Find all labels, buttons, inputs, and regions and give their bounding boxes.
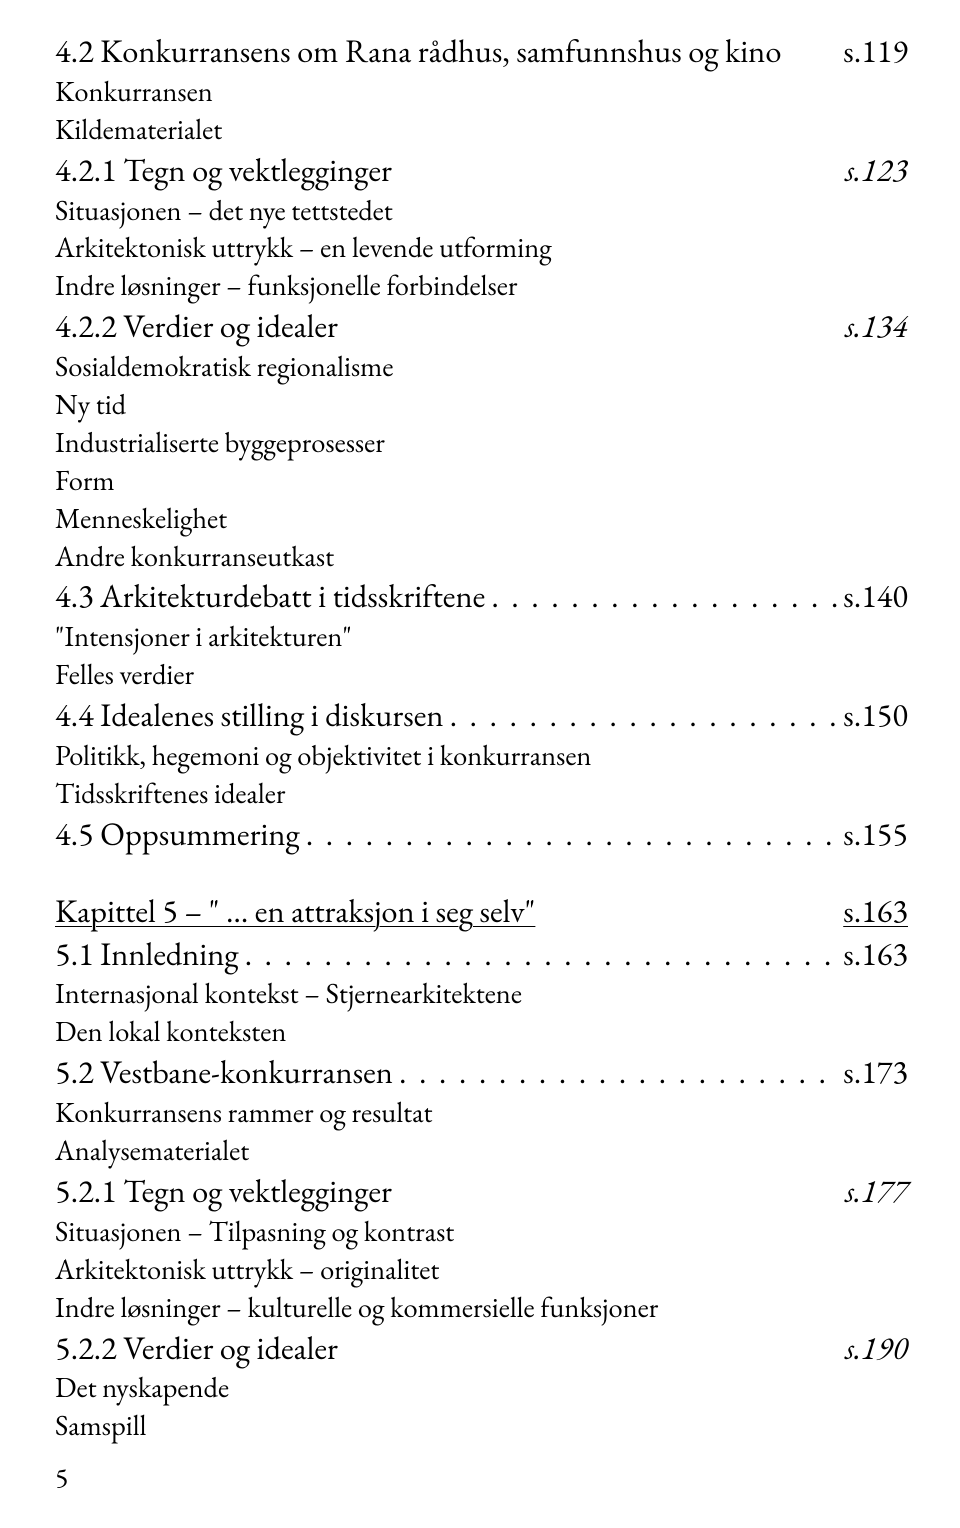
toc-entry-title: 4.5 Oppsummering: [55, 813, 300, 856]
toc-entry-title: 5.2.2 Verdier og idealer: [55, 1327, 825, 1370]
toc-sub-entry: Samspill: [55, 1407, 908, 1445]
toc-content: 4.2 Konkurransens om Rana rådhus, samfun…: [55, 30, 908, 1445]
toc-sub-entry: Andre konkurranseutkast: [55, 538, 908, 576]
toc-section-row: 4.2.1 Tegn og vektlegginger s.123: [55, 149, 908, 192]
toc-entry-title: 5.2 Vestbane-konkurransen: [55, 1051, 393, 1094]
toc-chapter-page: s.163: [843, 890, 908, 933]
toc-dots: . . . . . . . . . . . . . . . . . . . . …: [306, 813, 838, 856]
toc-section-row: 5.2 Vestbane-konkurransen . . . . . . . …: [55, 1051, 908, 1094]
toc-sub-entry: Arkitektonisk uttrykk – originalitet: [55, 1251, 908, 1289]
toc-sub-entry: Industrialiserte byggeprosesser: [55, 424, 908, 462]
toc-dots: . . . . . . . . . . . . . . . . . . . . …: [245, 933, 838, 976]
toc-sub-entry: Indre løsninger – funksjonelle forbindel…: [55, 267, 908, 305]
toc-entry-page: s.150: [843, 694, 908, 737]
toc-sub-entry: Form: [55, 462, 908, 500]
toc-entry-title: 5.1 Innledning: [55, 933, 239, 976]
toc-entry-page: s.119: [843, 30, 908, 73]
toc-entry-page: s.140: [843, 575, 908, 618]
toc-section-row: 5.2.2 Verdier og idealer s.190: [55, 1327, 908, 1370]
toc-entry-title: 4.2.1 Tegn og vektlegginger: [55, 149, 825, 192]
toc-entry-page: s.134: [845, 305, 908, 348]
toc-section-row: 4.2.2 Verdier og idealer s.134: [55, 305, 908, 348]
toc-entry-page: s.177: [845, 1170, 908, 1213]
toc-sub-entry: Situasjonen – det nye tettstedet: [55, 192, 908, 230]
toc-sub-entry: Konkurransen: [55, 73, 908, 111]
toc-entry-page: s.123: [845, 149, 908, 192]
toc-entry-page: s.155: [843, 813, 908, 856]
toc-sub-entry: Felles verdier: [55, 656, 908, 694]
toc-sub-entry: "Intensjoner i arkitekturen": [55, 618, 908, 656]
toc-sub-entry: Sosialdemokratisk regionalisme: [55, 348, 908, 386]
toc-section-row: 4.2 Konkurransens om Rana rådhus, samfun…: [55, 30, 908, 73]
toc-dots: . . . . . . . . . . . . . . . . . . . . …: [491, 575, 837, 618]
toc-sub-entry: Menneskelighet: [55, 500, 908, 538]
toc-sub-entry: Situasjonen – Tilpasning og kontrast: [55, 1213, 908, 1251]
toc-entry-page: s.163: [843, 933, 908, 976]
toc-chapter-title: Kapittel 5 – " … en attraksjon i seg sel…: [55, 890, 535, 933]
toc-section-row: 4.4 Idealenes stilling i diskursen . . .…: [55, 694, 908, 737]
toc-section-row: 5.2.1 Tegn og vektlegginger s.177: [55, 1170, 908, 1213]
toc-sub-entry: Den lokal konteksten: [55, 1013, 908, 1051]
toc-sub-entry: Analysematerialet: [55, 1132, 908, 1170]
toc-entry-title: 5.2.1 Tegn og vektlegginger: [55, 1170, 825, 1213]
toc-entry-title: 4.2 Konkurransens om Rana rådhus, samfun…: [55, 30, 823, 73]
toc-section-row: 5.1 Innledning . . . . . . . . . . . . .…: [55, 933, 908, 976]
toc-sub-entry: Arkitektonisk uttrykk – en levende utfor…: [55, 229, 908, 267]
toc-entry-page: s.190: [845, 1327, 908, 1370]
toc-sub-entry: Ny tid: [55, 386, 908, 424]
toc-sub-entry: Tidsskriftenes idealer: [55, 775, 908, 813]
toc-entry-title: 4.4 Idealenes stilling i diskursen: [55, 694, 444, 737]
toc-sub-entry: Kildematerialet: [55, 111, 908, 149]
page-number: 5: [55, 1460, 68, 1496]
toc-sub-entry: Konkurransens rammer og resultat: [55, 1094, 908, 1132]
toc-dots: . . . . . . . . . . . . . . . . . . . . …: [399, 1051, 837, 1094]
toc-section-row: 4.5 Oppsummering . . . . . . . . . . . .…: [55, 813, 908, 856]
toc-sub-entry: Internasjonal kontekst – Stjernearkitekt…: [55, 975, 908, 1013]
toc-entry-title: 4.3 Arkitekturdebatt i tidsskriftene: [55, 575, 485, 618]
toc-chapter-row: Kapittel 5 – " … en attraksjon i seg sel…: [55, 890, 908, 933]
toc-dots: . . . . . . . . . . . . . . . . . . . . …: [450, 694, 838, 737]
toc-section-row: 4.3 Arkitekturdebatt i tidsskriftene . .…: [55, 575, 908, 618]
toc-entry-page: s.173: [843, 1051, 908, 1094]
toc-entry-title: 4.2.2 Verdier og idealer: [55, 305, 825, 348]
toc-sub-entry: Det nyskapende: [55, 1369, 908, 1407]
toc-sub-entry: Politikk, hegemoni og objektivitet i kon…: [55, 737, 908, 775]
toc-sub-entry: Indre løsninger – kulturelle og kommersi…: [55, 1289, 908, 1327]
